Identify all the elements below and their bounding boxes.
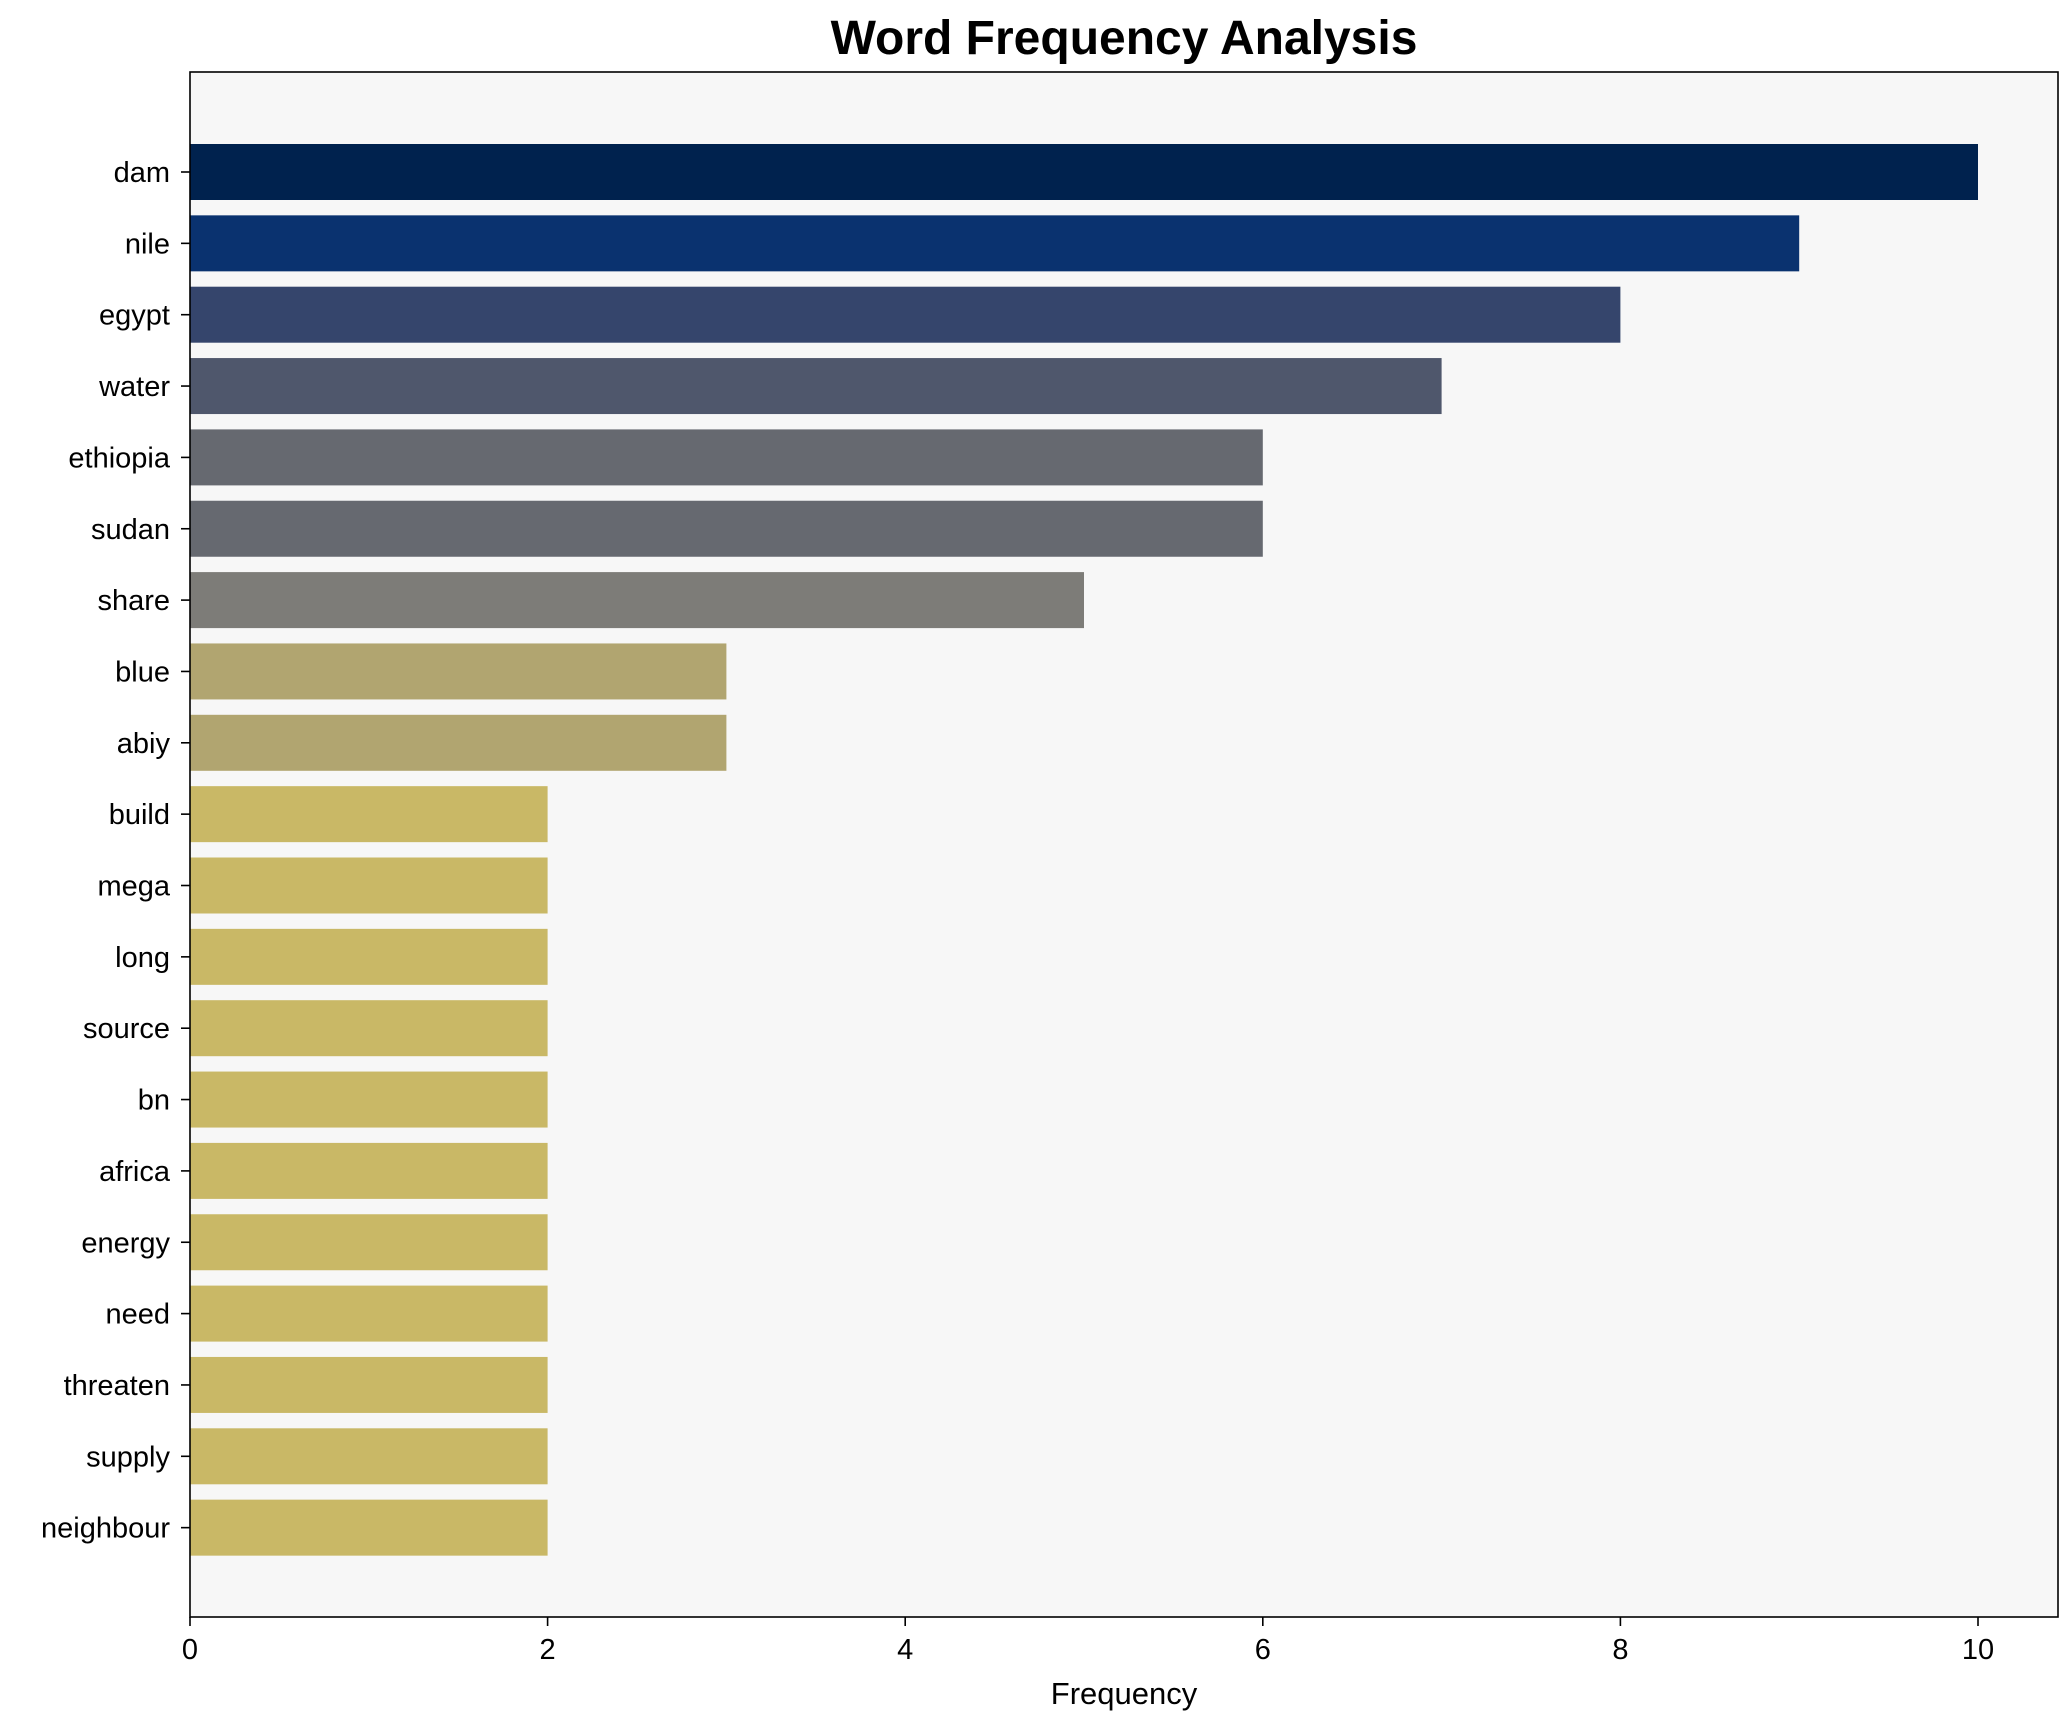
y-tick-label-nile: nile: [125, 228, 170, 260]
bar-neighbour: [190, 1499, 548, 1556]
bar-supply: [190, 1428, 548, 1485]
bar-long: [190, 928, 548, 985]
bar-sudan: [190, 500, 1263, 557]
bar-build: [190, 786, 548, 843]
y-tick-label-share: share: [97, 585, 170, 617]
y-tick-label-blue: blue: [115, 656, 170, 688]
y-axis-ticks: dam nile egypt water ethiopia sudan share blue a…: [41, 157, 190, 1545]
x-tick-label-10: 10: [1962, 1634, 1994, 1666]
y-tick-label-egypt: egypt: [99, 300, 170, 332]
y-tick-label-ethiopia: ethiopia: [68, 442, 170, 474]
y-tick-label-threaten: threaten: [64, 1370, 170, 1402]
y-tick-label-source: source: [83, 1013, 170, 1045]
plot-frame: [189, 71, 2059, 1618]
bar-blue: [190, 643, 727, 700]
x-tick-label-6: 6: [1255, 1634, 1271, 1666]
x-tick-label-4: 4: [897, 1634, 913, 1666]
x-axis-label: Frequency: [1051, 1676, 1198, 1711]
y-tick-label-mega: mega: [97, 871, 170, 903]
x-axis-ticks: 0 2 4 6 8 10: [182, 1617, 1994, 1666]
y-tick-label-energy: energy: [81, 1227, 170, 1259]
y-tick-label-neighbour: neighbour: [41, 1513, 170, 1545]
bar-bn: [190, 1071, 548, 1128]
y-tick-label-sudan: sudan: [91, 514, 170, 546]
bar-africa: [190, 1142, 548, 1199]
y-tick-label-abiy: abiy: [117, 728, 171, 760]
x-tick-label-2: 2: [540, 1634, 556, 1666]
bar-energy: [190, 1214, 548, 1271]
bar-egypt: [190, 286, 1621, 343]
bar-dam: [190, 144, 1978, 200]
bar-abiy: [190, 714, 727, 771]
chart-title: Word Frequency Analysis: [831, 12, 1418, 65]
y-tick-label-water: water: [98, 371, 170, 403]
y-tick-label-dam: dam: [114, 157, 170, 189]
y-tick-label-africa: africa: [99, 1156, 171, 1188]
bar-ethiopia: [190, 429, 1263, 486]
y-tick-label-supply: supply: [86, 1441, 170, 1473]
bar-nile: [190, 215, 1800, 272]
x-tick-label-0: 0: [182, 1634, 198, 1666]
bar-share: [190, 572, 1084, 629]
bar-water: [190, 358, 1442, 415]
bar-source: [190, 1000, 548, 1057]
y-tick-label-build: build: [109, 799, 170, 831]
y-tick-label-bn: bn: [138, 1085, 170, 1117]
bar-mega: [190, 857, 548, 914]
x-tick-label-8: 8: [1612, 1634, 1628, 1666]
bar-threaten: [190, 1356, 548, 1413]
y-tick-label-need: need: [105, 1299, 170, 1331]
bars-group: [190, 144, 1978, 1556]
y-tick-label-long: long: [115, 942, 170, 974]
bar-need: [190, 1285, 548, 1342]
